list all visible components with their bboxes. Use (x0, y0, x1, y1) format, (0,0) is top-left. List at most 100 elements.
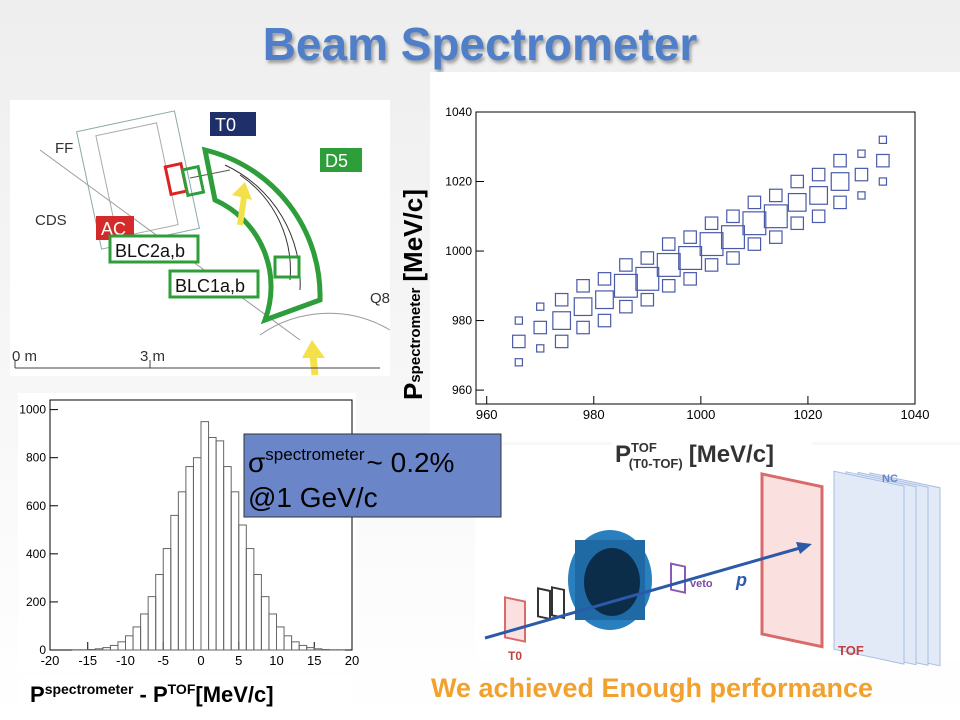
box-point (857, 191, 866, 200)
unit: [MeV/c] (689, 441, 774, 468)
bottom-label: Pspectrometer - PTOF[MeV/c] (30, 681, 274, 707)
y-tick-label: 1040 (445, 105, 472, 119)
slide-title: Beam Spectrometer (263, 18, 698, 70)
box-point (661, 237, 676, 251)
x-tick-label: 5 (235, 653, 242, 668)
box-point (536, 302, 545, 311)
bottom-label-bg (20, 676, 352, 710)
x-tick-label: 1000 (686, 407, 715, 422)
box-point (747, 237, 762, 251)
box-point (514, 358, 524, 367)
box-point (811, 167, 826, 182)
y-tick-label: 980 (452, 314, 472, 328)
beamline-label: FF (55, 140, 73, 157)
box-point (533, 320, 548, 335)
box-point (878, 135, 888, 145)
p: P (30, 682, 45, 707)
box-point (683, 230, 697, 244)
y-tick-label: 200 (26, 595, 46, 609)
p: P (398, 383, 428, 400)
y-tick-label: 800 (26, 451, 46, 465)
sup: TOF (631, 440, 657, 455)
box-point (704, 216, 719, 231)
detector-label: TOF (838, 643, 864, 658)
box-point (787, 192, 807, 212)
sub: (T0-TOF) (629, 456, 683, 471)
x-tick-label: 0 (197, 653, 204, 668)
box-point (536, 344, 545, 353)
x-label-bg (612, 437, 812, 469)
box-point (726, 209, 740, 224)
box-point (635, 266, 660, 291)
beamline-label: 0 m (12, 348, 37, 365)
y-tick-label: 600 (26, 499, 46, 513)
box-point (597, 272, 612, 286)
box-point (833, 153, 847, 168)
beamline-label-box (210, 112, 256, 136)
x-tick-label: 10 (269, 653, 283, 668)
detector-drawing (484, 470, 941, 667)
box-point (790, 174, 805, 189)
scatter-y-label: Pspectrometer [MeV/c] (398, 189, 428, 400)
box-point (769, 230, 783, 244)
box-point (613, 273, 638, 298)
resolution: ~ 0.2% (366, 447, 454, 478)
sup: spectrometer (45, 681, 134, 697)
footer: We achieved Enough performance (431, 673, 873, 703)
box-point (854, 167, 869, 182)
beamline-label: 3 m (140, 348, 165, 365)
sub: spectrometer (407, 287, 424, 382)
beamline-label-box (168, 269, 260, 299)
beamline-label: D5 (325, 151, 348, 171)
box-point (809, 186, 829, 205)
box-point (699, 232, 724, 257)
scatter-x-label: PTOF (T0-TOF) [MeV/c] (615, 440, 774, 471)
sup: TOF (168, 681, 196, 697)
box-point (656, 252, 681, 277)
box-point (554, 292, 569, 307)
x-tick-label: 960 (476, 407, 498, 422)
box-point (640, 251, 655, 265)
minus: - P (133, 682, 167, 707)
x-tick-label: 1040 (901, 407, 930, 422)
box-point (769, 188, 783, 203)
x-tick-label: 1020 (793, 407, 822, 422)
plot-frame (475, 111, 916, 405)
box-point (678, 246, 703, 271)
box-point (811, 209, 826, 224)
box-point (704, 258, 719, 272)
box-point (576, 320, 590, 335)
box-point (619, 258, 633, 272)
scatter-panel (430, 72, 960, 442)
annotation-line2: @1 GeV/c (248, 482, 378, 513)
y-tick-label: 1000 (19, 403, 46, 417)
box-point (512, 334, 526, 349)
y-tick-label: 1000 (445, 244, 472, 258)
box-point (763, 204, 788, 229)
beamline-label: BLC1a,b (175, 276, 245, 296)
beamline-label-box (108, 234, 200, 264)
detector-label: p (735, 570, 747, 590)
sigma-sup: spectrometer (265, 445, 365, 464)
box-point (878, 177, 888, 186)
y-tick-label: 960 (452, 383, 472, 397)
box-point (830, 172, 850, 191)
box-point (552, 311, 572, 330)
beamline-label: AC (101, 219, 126, 239)
x-tick-label: -5 (157, 653, 169, 668)
box-point (857, 149, 866, 158)
detector-label: NC (882, 473, 898, 485)
box-point (619, 299, 633, 314)
annotation-line1: σspectrometer~ 0.2% (248, 445, 454, 478)
x-tick-label: 20 (345, 653, 359, 668)
annotation-box (243, 433, 502, 518)
detector-label: veto (690, 578, 713, 590)
beamline-panel (10, 100, 390, 376)
box-point (683, 272, 697, 286)
beamline-label-box (320, 148, 362, 172)
box-point (573, 297, 593, 317)
box-point (742, 211, 767, 236)
unit: [MeV/c] (195, 682, 273, 707)
sigma: σ (248, 447, 265, 478)
